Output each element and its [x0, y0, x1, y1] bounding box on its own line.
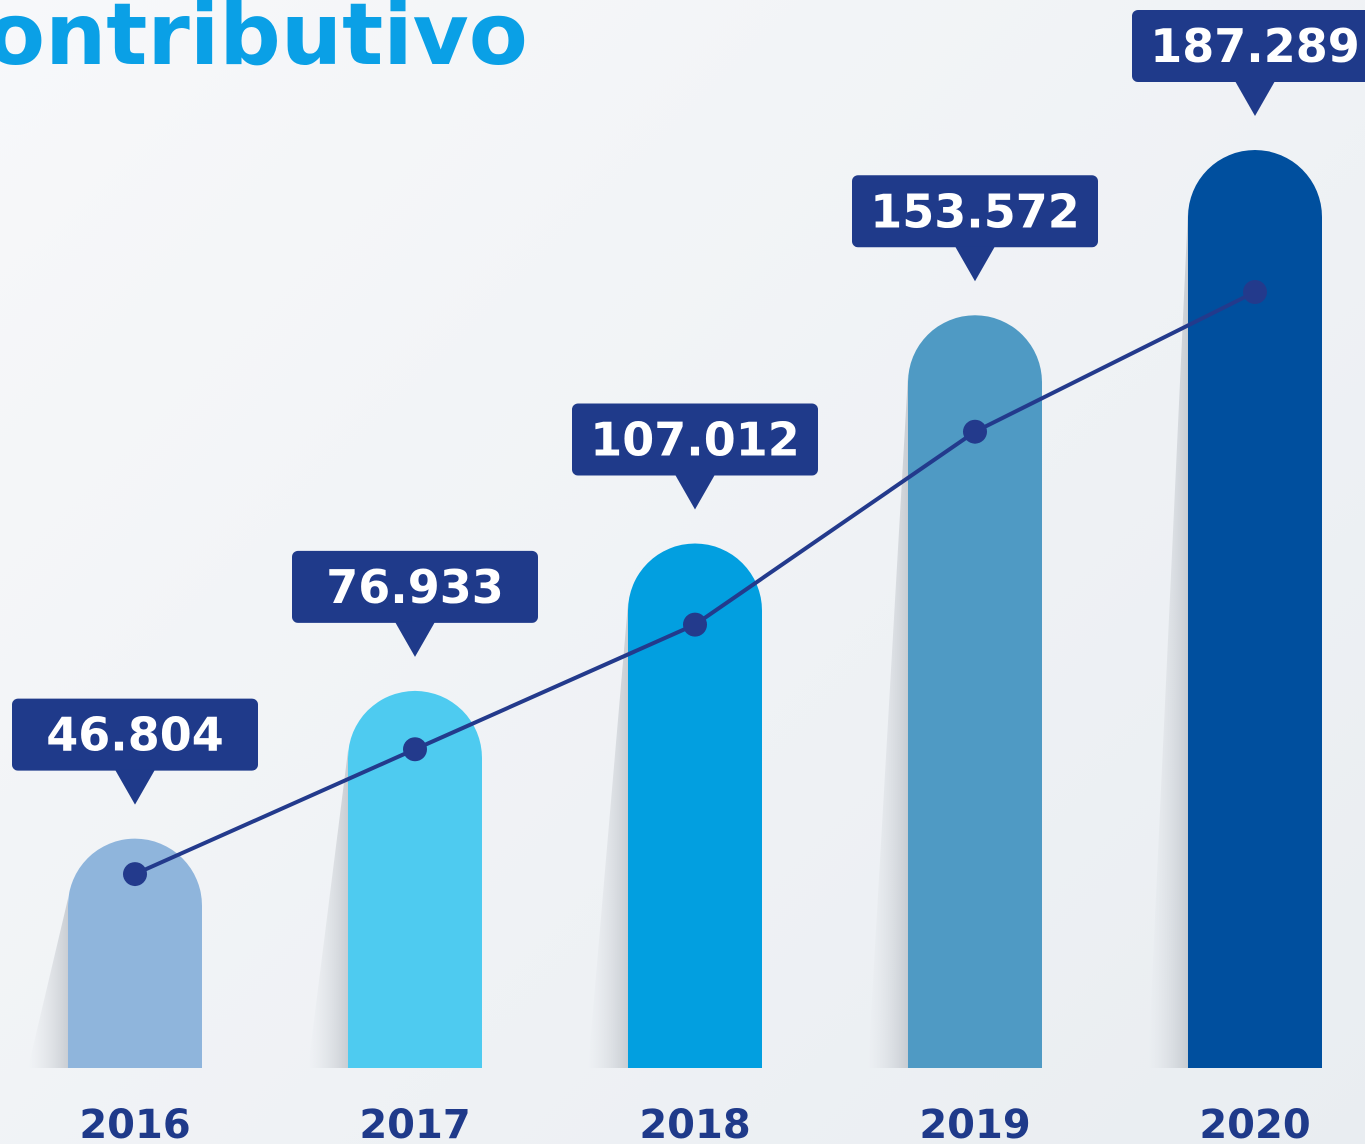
value-label-box: [852, 175, 1098, 248]
bar: [68, 838, 202, 1068]
bar: [908, 315, 1042, 1068]
trend-dot: [1243, 280, 1267, 304]
value-label-box: [292, 550, 538, 623]
value-label: 187.289: [1150, 19, 1360, 73]
bar-shadow: [28, 898, 68, 1068]
bar-shadow: [1148, 210, 1188, 1068]
trend-dot: [123, 862, 147, 887]
value-label-pointer: [675, 474, 715, 510]
bar-shadow: [588, 603, 628, 1068]
value-label-pointer: [1235, 81, 1275, 116]
x-tick-label: 2017: [359, 1102, 470, 1144]
value-label: 153.572: [870, 184, 1080, 238]
bar: [1188, 150, 1322, 1068]
value-label-box: [1132, 10, 1365, 82]
value-label-pointer: [115, 769, 155, 805]
bar: [348, 690, 482, 1068]
trend-dot: [963, 419, 987, 444]
value-label-pointer: [955, 246, 995, 282]
value-label-pointer: [395, 621, 435, 657]
value-label-box: [12, 698, 258, 771]
x-tick-label: 2016: [79, 1102, 190, 1144]
x-tick-label: 2020: [1199, 1102, 1310, 1144]
trend-dot: [683, 612, 707, 637]
value-label: 107.012: [590, 412, 800, 466]
bar-shadow: [308, 750, 348, 1068]
x-tick-label: 2018: [639, 1102, 750, 1144]
bar: [628, 543, 762, 1068]
value-label: 46.804: [46, 708, 224, 762]
value-label-box: [572, 403, 818, 476]
trend-dot: [403, 737, 427, 762]
x-tick-label: 2019: [919, 1102, 1030, 1144]
bar-shadow: [868, 375, 908, 1068]
value-label: 76.933: [326, 560, 504, 614]
chart-title: ontributivo: [0, 0, 528, 85]
